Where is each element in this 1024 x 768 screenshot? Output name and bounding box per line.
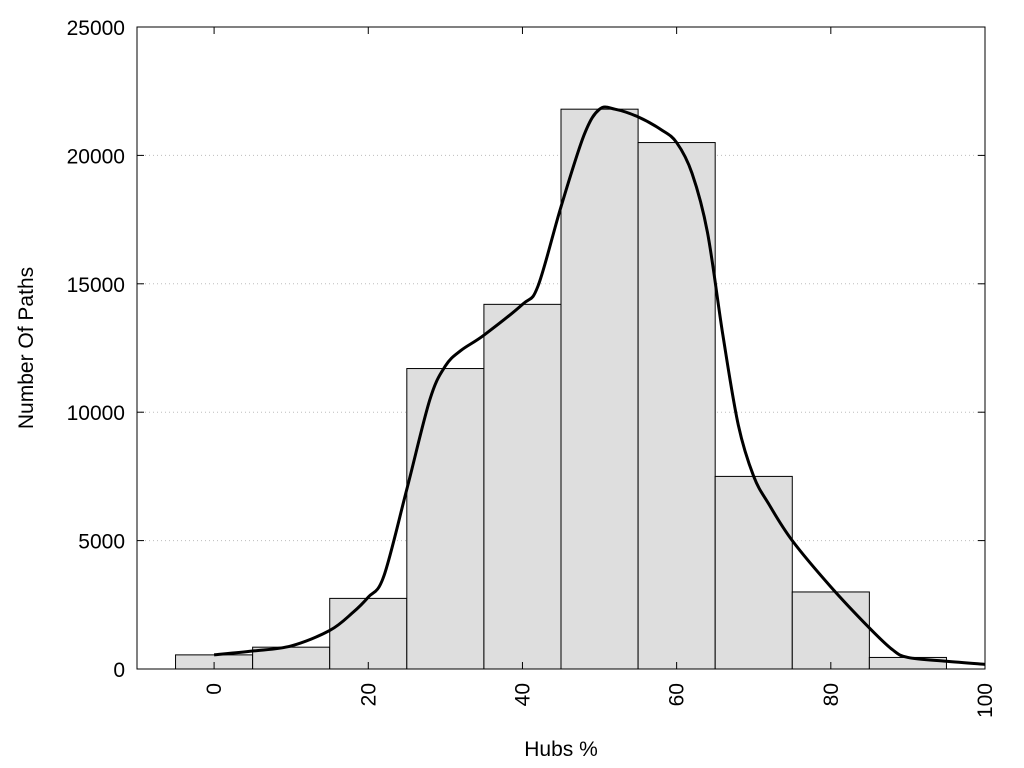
y-tick-label: 5000 [78,531,125,554]
plot-frame [136,26,986,670]
x-axis-label: Hubs % [524,738,598,761]
x-tick-label: 100 [974,683,997,718]
histogram-bars [175,108,947,670]
x-tick-label: 0 [203,683,226,695]
histogram-bar [406,368,485,670]
x-tick-label: 60 [666,683,689,706]
x-tick-label: 80 [820,683,843,706]
histogram-bar [714,475,793,670]
y-tick-label: 0 [113,659,125,682]
y-tick-label: 10000 [67,402,125,425]
histogram-bar [483,303,562,670]
x-tick-label: 40 [511,683,534,706]
histogram-bar [637,142,716,670]
histogram-bar [791,591,870,670]
y-tick-label: 15000 [67,274,125,297]
histogram-bar [560,108,639,670]
y-axis-label: Number Of Paths [15,267,38,429]
axis-ticks: 0 5000 10000 15000 20000 25000 0 20 40 60 80 100 [67,17,997,718]
y-tick-label: 25000 [67,17,125,40]
x-tick-label: 20 [357,683,380,706]
y-tick-label: 20000 [67,145,125,168]
density-curve [213,105,986,666]
histogram-bar [329,597,408,670]
